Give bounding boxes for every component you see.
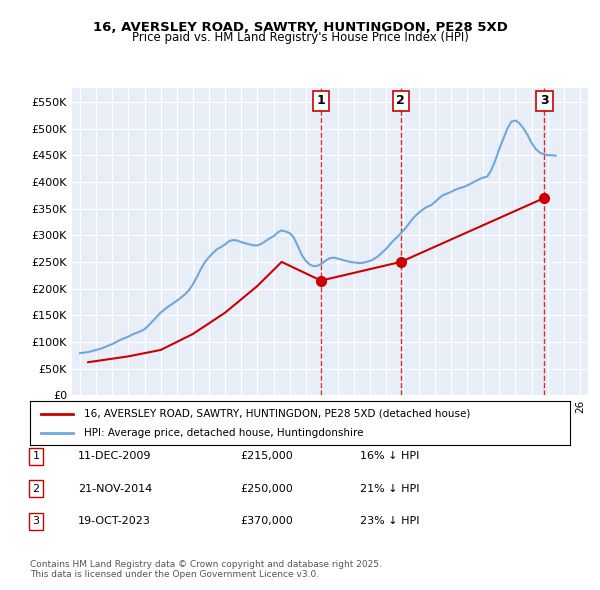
Text: 1: 1 xyxy=(32,451,40,461)
Text: Price paid vs. HM Land Registry's House Price Index (HPI): Price paid vs. HM Land Registry's House … xyxy=(131,31,469,44)
Text: 21% ↓ HPI: 21% ↓ HPI xyxy=(360,484,419,494)
Text: 16% ↓ HPI: 16% ↓ HPI xyxy=(360,451,419,461)
Text: 3: 3 xyxy=(540,94,549,107)
Text: £215,000: £215,000 xyxy=(240,451,293,461)
Text: 16, AVERSLEY ROAD, SAWTRY, HUNTINGDON, PE28 5XD (detached house): 16, AVERSLEY ROAD, SAWTRY, HUNTINGDON, P… xyxy=(84,409,470,418)
Text: Contains HM Land Registry data © Crown copyright and database right 2025.
This d: Contains HM Land Registry data © Crown c… xyxy=(30,560,382,579)
Text: 2: 2 xyxy=(32,484,40,494)
Text: £250,000: £250,000 xyxy=(240,484,293,494)
Text: 21-NOV-2014: 21-NOV-2014 xyxy=(78,484,152,494)
Text: HPI: Average price, detached house, Huntingdonshire: HPI: Average price, detached house, Hunt… xyxy=(84,428,364,438)
Text: 11-DEC-2009: 11-DEC-2009 xyxy=(78,451,151,461)
Text: 16, AVERSLEY ROAD, SAWTRY, HUNTINGDON, PE28 5XD: 16, AVERSLEY ROAD, SAWTRY, HUNTINGDON, P… xyxy=(92,21,508,34)
Text: 1: 1 xyxy=(317,94,325,107)
Text: 23% ↓ HPI: 23% ↓ HPI xyxy=(360,516,419,526)
Text: 2: 2 xyxy=(397,94,405,107)
Text: 3: 3 xyxy=(32,516,40,526)
Text: £370,000: £370,000 xyxy=(240,516,293,526)
Text: 19-OCT-2023: 19-OCT-2023 xyxy=(78,516,151,526)
